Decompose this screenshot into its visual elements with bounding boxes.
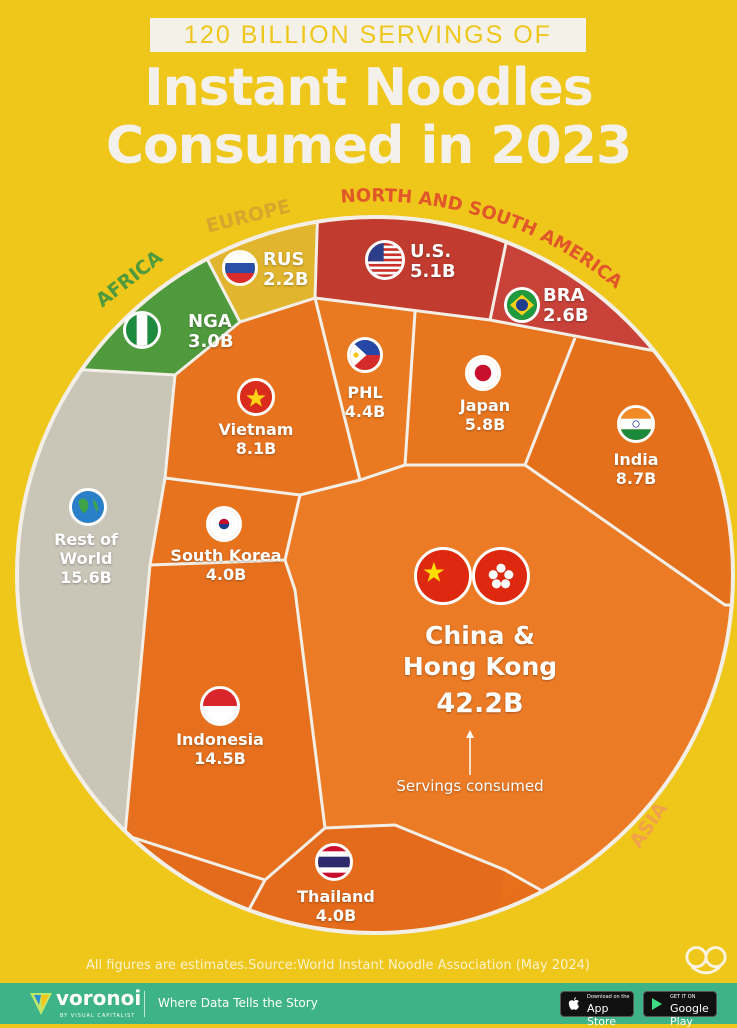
- label-rus: RUS 2.2B: [263, 249, 309, 290]
- bowl-rim: [15, 215, 735, 935]
- cell-india: [525, 338, 733, 605]
- google-play-big: Google Play: [670, 1002, 709, 1028]
- apple-icon: [568, 997, 579, 1010]
- usa-flag-icon: [365, 240, 405, 280]
- tagline: Where Data Tells the Story: [158, 996, 318, 1010]
- japan-flag-icon: [465, 355, 501, 391]
- thailand-flag-icon: [315, 843, 353, 881]
- label-vietnam: Vietnam 8.1B: [218, 420, 294, 458]
- label-south-korea: South Korea 4.0B: [170, 546, 282, 584]
- google-play-small: GET IT ON: [670, 994, 696, 1000]
- china-flag-icon: [414, 547, 472, 605]
- voronoi-logo-icon: [30, 993, 52, 1015]
- label-china: China & Hong Kong 42.2B: [402, 621, 558, 719]
- google-play-button[interactable]: GET IT ON Google Play: [643, 991, 717, 1028]
- footer-divider: [144, 991, 145, 1017]
- south-korea-flag-icon: [206, 506, 242, 542]
- annotation-arrowhead: [466, 730, 474, 738]
- cell-thailand: [125, 825, 505, 933]
- label-india: India 8.7B: [613, 450, 659, 488]
- label-japan: Japan 5.8B: [459, 396, 511, 434]
- app-store-button[interactable]: Download on the App Store: [560, 991, 634, 1028]
- play-icon: [652, 998, 662, 1010]
- label-us: U.S. 5.1B: [410, 241, 456, 282]
- brazil-flag-icon: [504, 287, 540, 323]
- nigeria-flag-icon: [123, 311, 161, 349]
- footer-bar: voronoi BY VISUAL CAPITALIST Where Data …: [0, 983, 737, 1028]
- vietnam-flag-icon: [237, 378, 275, 416]
- philippines-flag-icon: [347, 337, 383, 373]
- label-phl: PHL 4.4B: [344, 383, 386, 421]
- app-store-big: App Store: [587, 1002, 617, 1028]
- russia-flag-icon: [222, 250, 258, 286]
- label-indonesia: Indonesia 14.5B: [176, 730, 264, 768]
- brand-name[interactable]: voronoi: [56, 986, 142, 1010]
- india-flag-icon: [617, 405, 655, 443]
- app-store-small: Download on the: [587, 994, 630, 1000]
- title-line-1: Instant Noodles: [144, 58, 593, 118]
- hong-kong-flag-icon: [472, 547, 530, 605]
- noodle-bowl-logo-icon: [685, 946, 727, 975]
- source-footnote: All figures are estimates.Source:World I…: [86, 958, 590, 973]
- title-line-2: Consumed in 2023: [105, 116, 632, 176]
- label-thailand: Thailand 4.0B: [297, 887, 375, 925]
- annotation-servings: Servings consumed: [396, 777, 544, 795]
- label-bra: BRA 2.6B: [543, 285, 589, 326]
- label-nga: NGA 3.0B: [188, 311, 234, 352]
- label-rest-of-world: Rest of World 15.6B: [54, 530, 118, 587]
- subtitle: 120 BILLION SERVINGS OF: [150, 18, 586, 52]
- globe-icon: [69, 488, 107, 526]
- indonesia-flag-icon: [200, 686, 240, 726]
- cell-phl: [315, 298, 415, 480]
- brand-subtitle: BY VISUAL CAPITALIST: [60, 1013, 136, 1019]
